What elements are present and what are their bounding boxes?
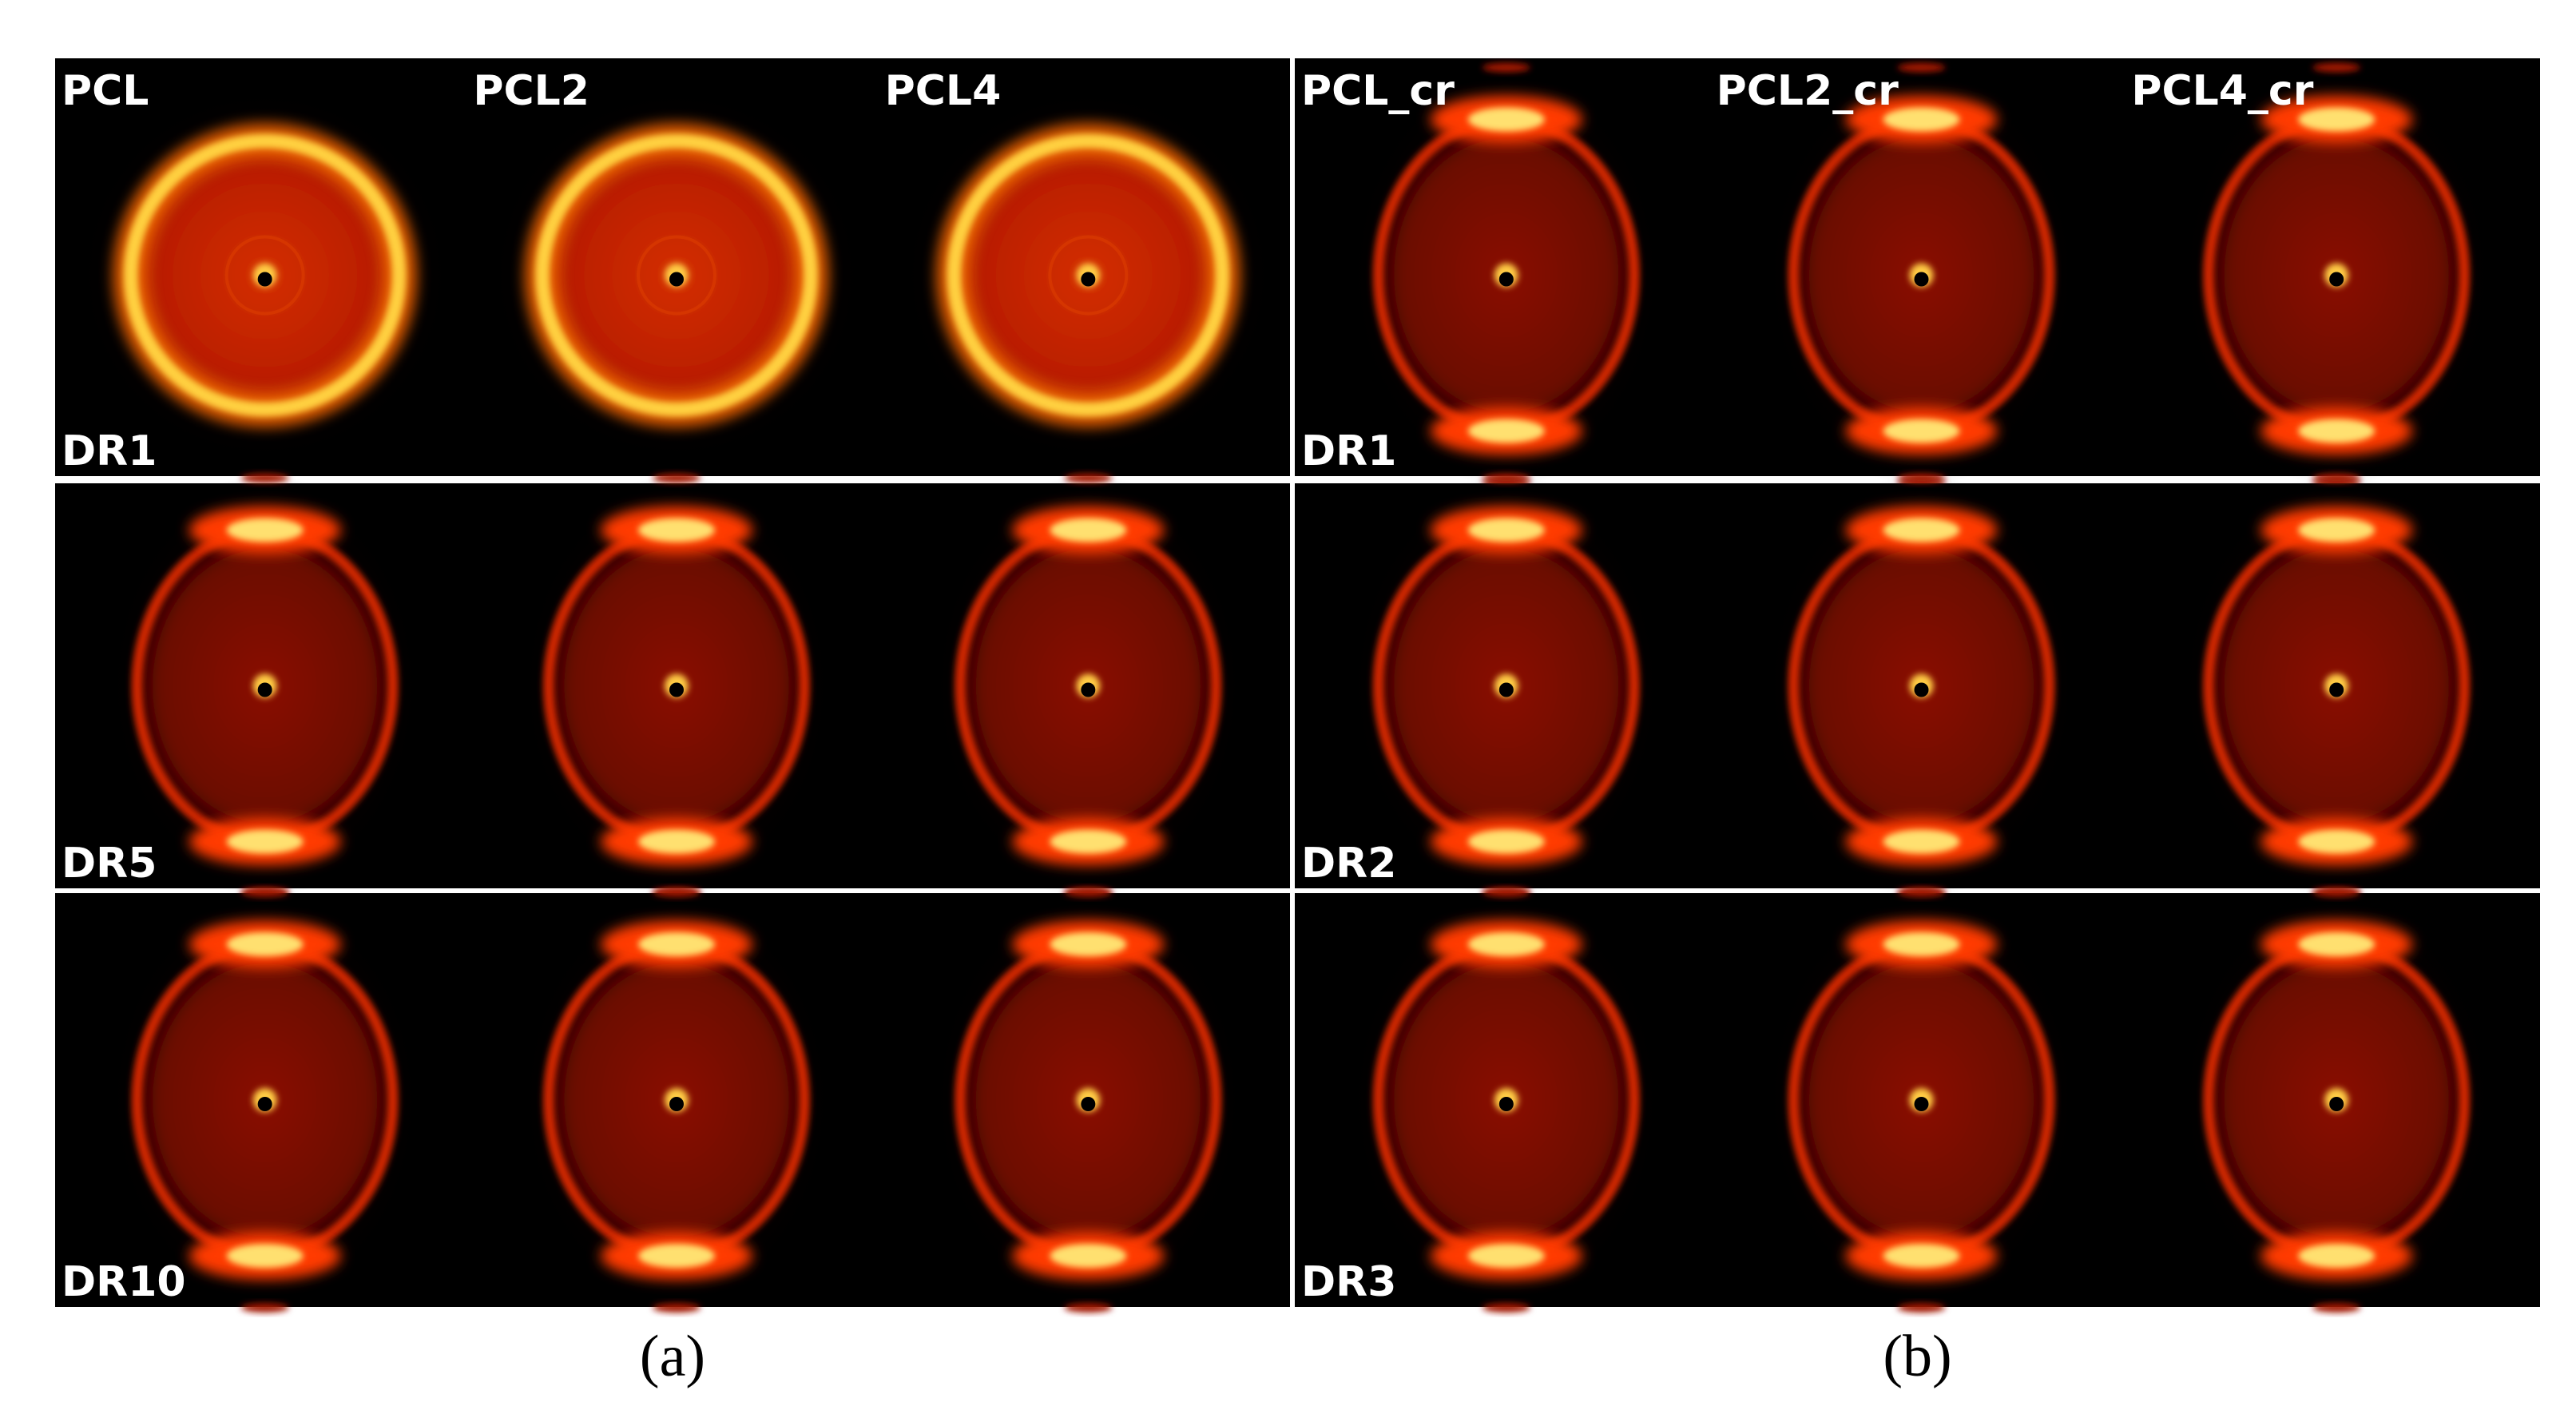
outer-streak <box>1897 1303 1946 1313</box>
reflection <box>2298 107 2376 132</box>
reflection <box>1883 518 1960 542</box>
outer-streak <box>1064 888 1113 897</box>
reflection <box>1467 518 1545 542</box>
inner-ring <box>224 235 305 316</box>
reflection <box>1883 419 1960 443</box>
row-label: DR2 <box>1301 840 1396 888</box>
beamstop <box>1498 272 1514 287</box>
beamstop <box>1914 682 1929 697</box>
outer-streak <box>1897 62 1946 73</box>
outer-streak <box>240 1303 289 1313</box>
outer-streak <box>1064 1303 1113 1313</box>
beamstop <box>1081 272 1096 287</box>
beamstop <box>1914 272 1929 287</box>
outer-streak <box>1482 1303 1530 1313</box>
outer-streak <box>1897 888 1946 897</box>
outer-streak <box>653 1303 701 1313</box>
outer-streak <box>2312 888 2361 897</box>
column-label: PCL2_cr <box>1717 67 1899 115</box>
outer-streak <box>2312 473 2361 483</box>
reflection <box>226 1244 304 1268</box>
outer-streak <box>240 473 289 483</box>
panel-caption: (b) <box>1883 1324 1951 1389</box>
reflection <box>638 932 715 956</box>
outer-streak <box>1064 473 1113 483</box>
beamstop <box>2329 1097 2344 1111</box>
panel: DR1 DR2 DR3 PCL_cr PCL2_cr PCL4_cr (b) <box>1295 58 2540 1389</box>
reflection <box>1467 419 1545 443</box>
ring <box>535 133 818 417</box>
reflection <box>2298 932 2376 956</box>
reflection <box>1467 932 1545 956</box>
ring <box>947 133 1230 417</box>
reflection <box>2298 829 2376 854</box>
panel: DR1 DR5 DR10 PCL PCL2 PCL4 (a) <box>55 58 1290 1389</box>
beamstop <box>1081 1097 1096 1111</box>
reflection <box>1883 829 1960 854</box>
beamstop <box>669 272 684 287</box>
row-label: DR3 <box>1301 1258 1396 1306</box>
reflection <box>226 932 304 956</box>
beamstop <box>2329 272 2344 287</box>
ring <box>123 133 407 417</box>
reflection <box>638 518 715 542</box>
reflection <box>638 829 715 854</box>
row-label: DR10 <box>62 1258 186 1306</box>
column-label: PCL4 <box>885 67 1002 115</box>
beamstop <box>257 682 272 697</box>
beamstop <box>669 682 684 697</box>
reflection <box>2298 1244 2376 1268</box>
reflection <box>226 829 304 854</box>
outer-streak <box>1482 473 1530 483</box>
outer-streak <box>1482 62 1530 73</box>
reflection <box>1050 932 1127 956</box>
reflection <box>1050 1244 1127 1268</box>
beamstop <box>1498 682 1514 697</box>
beamstop <box>1081 682 1096 697</box>
row-label: DR1 <box>1301 427 1396 475</box>
reflection <box>226 518 304 542</box>
beamstop <box>1914 1097 1929 1111</box>
inner-ring <box>637 235 716 316</box>
beamstop <box>669 1097 684 1111</box>
panel-caption: (a) <box>640 1324 705 1389</box>
column-label: PCL2 <box>473 67 589 115</box>
reflection <box>1467 829 1545 854</box>
outer-streak <box>240 888 289 897</box>
reflection <box>1883 932 1960 956</box>
beamstop <box>1498 1097 1514 1111</box>
row-label: DR5 <box>62 840 157 888</box>
reflection <box>638 1244 715 1268</box>
outer-streak <box>2312 62 2361 73</box>
reflection <box>1883 1244 1960 1268</box>
column-label: PCL <box>62 67 149 115</box>
outer-streak <box>1482 888 1530 897</box>
row-label: DR1 <box>62 427 157 475</box>
outer-streak <box>1897 473 1946 483</box>
reflection <box>1883 107 1960 132</box>
beamstop <box>257 1097 272 1111</box>
reflection <box>1050 829 1127 854</box>
outer-streak <box>653 888 701 897</box>
outer-streak <box>653 473 701 483</box>
inner-ring <box>1048 235 1129 316</box>
reflection <box>1467 107 1545 132</box>
beamstop <box>2329 682 2344 697</box>
outer-streak <box>2312 1303 2361 1313</box>
reflection <box>1050 518 1127 542</box>
column-label: PCL_cr <box>1301 67 1455 115</box>
reflection <box>2298 419 2376 443</box>
reflection <box>1467 1244 1545 1268</box>
reflection <box>2298 518 2376 542</box>
column-label: PCL4_cr <box>2131 67 2313 115</box>
beamstop <box>257 272 272 287</box>
